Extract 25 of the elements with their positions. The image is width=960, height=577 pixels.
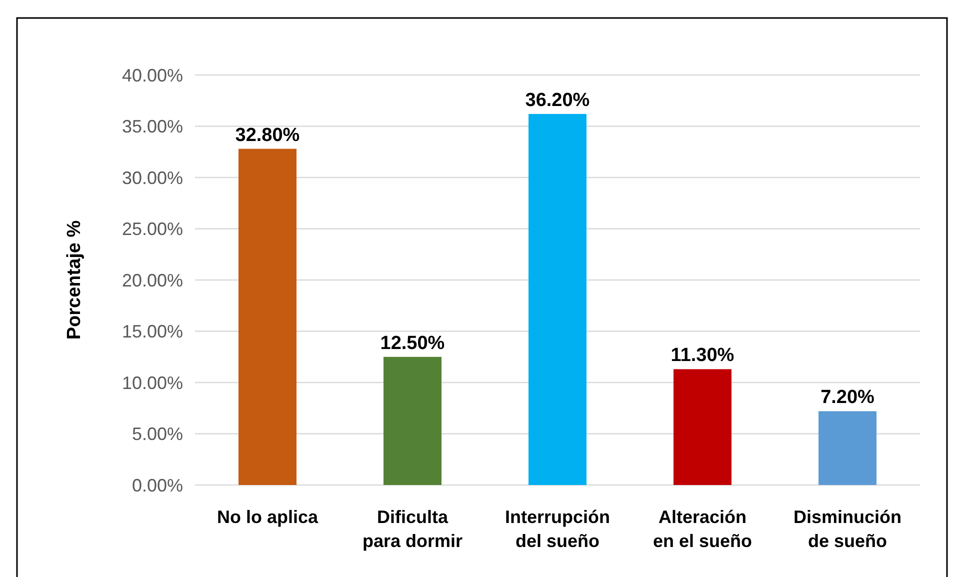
y-tick-label: 5.00% [132, 424, 183, 444]
y-tick-label: 10.00% [122, 372, 183, 393]
bar [674, 369, 732, 485]
x-tick-label: Alteración en el sueño [652, 507, 752, 551]
y-tick-label: 35.00% [122, 116, 183, 137]
data-label: 7.20% [820, 387, 875, 408]
y-tick-label: 30.00% [122, 168, 183, 188]
data-label: 11.30% [670, 345, 734, 366]
data-label: 32.80% [235, 124, 300, 146]
y-tick-label: 20.00% [122, 270, 183, 290]
x-tick-label: Dificulta para dormir [362, 507, 463, 551]
bar [528, 114, 586, 485]
data-label: 36.20% [525, 90, 590, 111]
y-tick-label: 0.00% [132, 475, 183, 496]
x-tick-label: Disminución de sueño [793, 507, 902, 551]
y-tick-label: 25.00% [122, 219, 183, 240]
data-label: 12.50% [380, 332, 445, 354]
y-axis-title: Porcentaje % [64, 220, 85, 340]
y-tick-label: 15.00% [122, 322, 183, 342]
x-tick-label: No lo aplica [216, 507, 319, 527]
x-tick-label: Interrupción del sueño [504, 507, 610, 551]
y-tick-label: 40.00% [122, 65, 183, 86]
bar [384, 356, 442, 485]
bar [818, 411, 876, 485]
bar [238, 148, 296, 485]
